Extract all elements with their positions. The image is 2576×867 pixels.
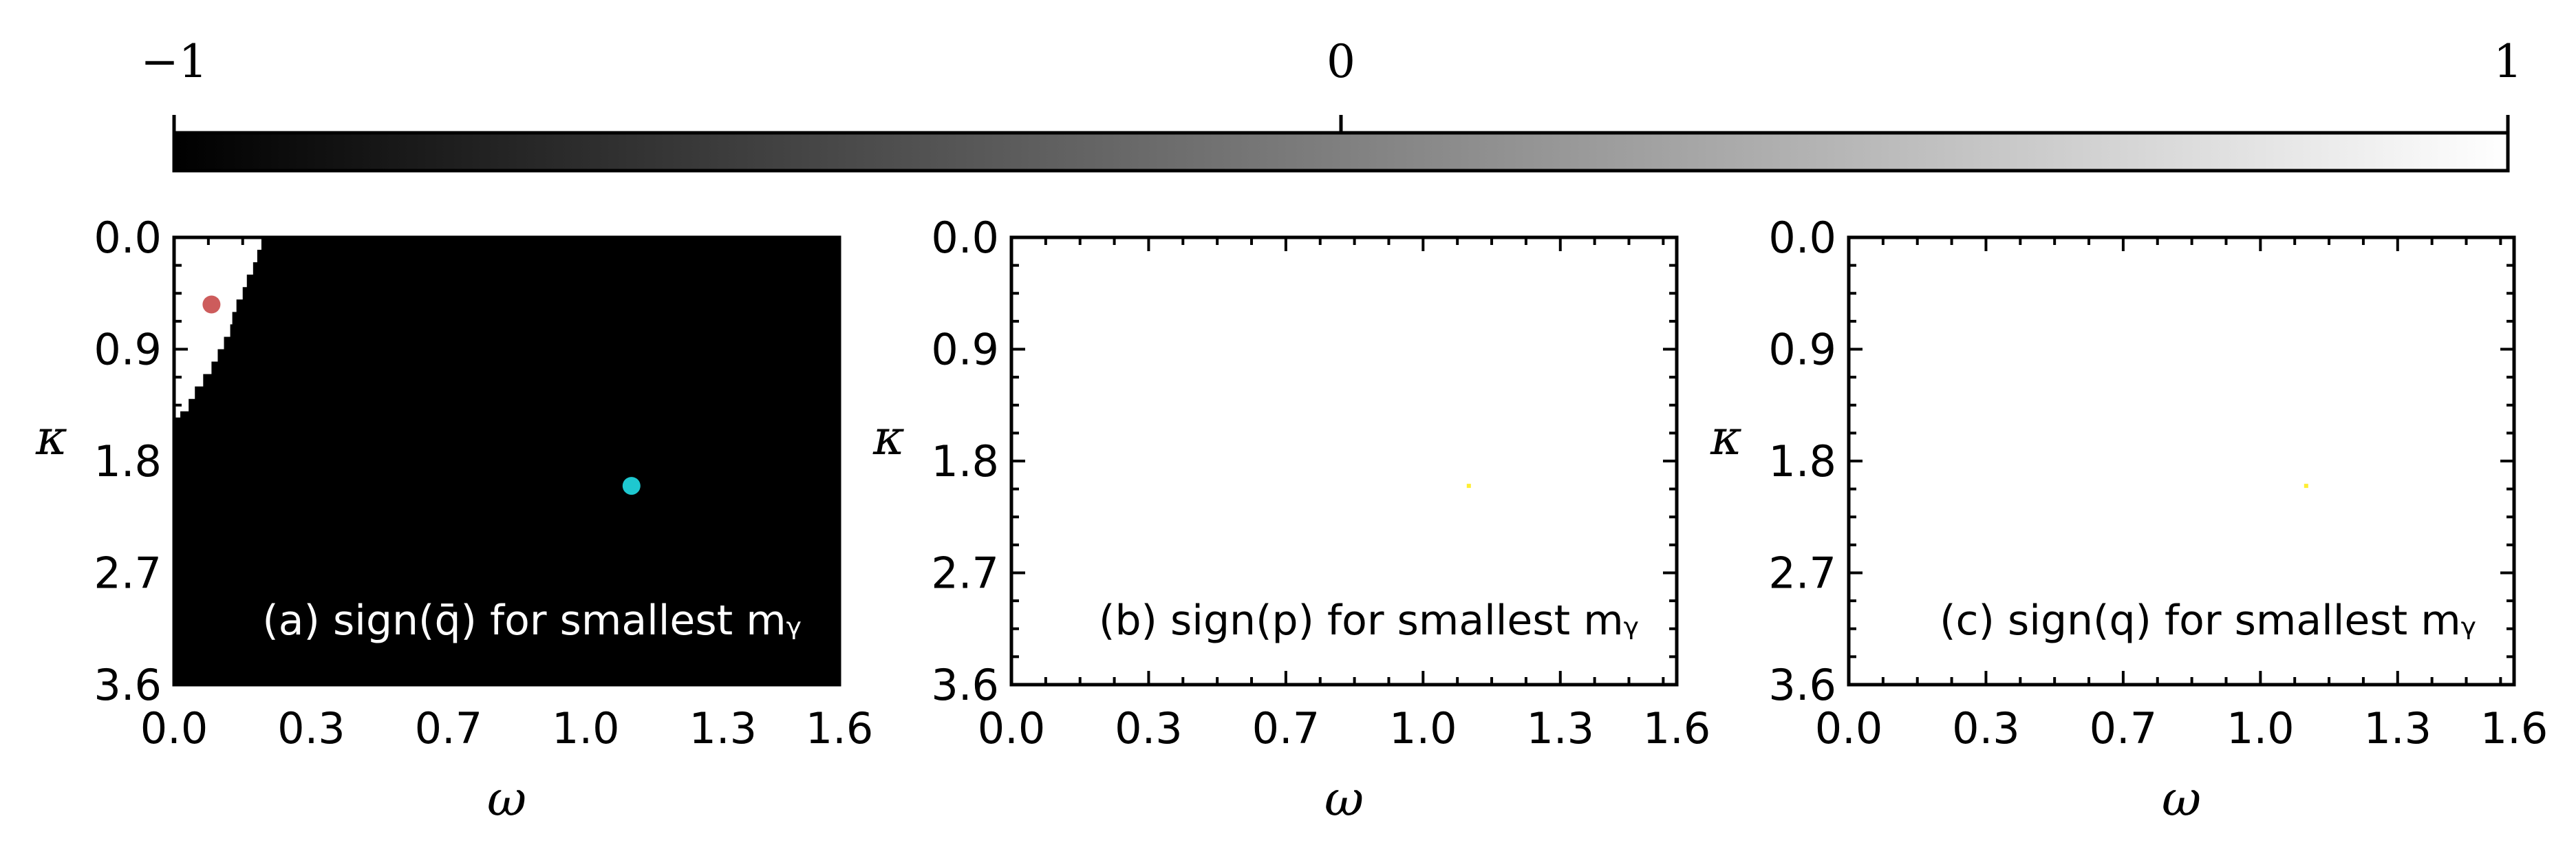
x-tick-label: 1.3	[1526, 703, 1594, 753]
panel-label: (a) sign(q̄) for smallest mᵧ	[262, 597, 802, 645]
y-tick-label: 3.6	[94, 660, 162, 710]
y-tick-label: 0.0	[931, 213, 999, 263]
y-tick-label: 0.9	[931, 325, 999, 375]
x-axis-label: ω	[2162, 771, 2201, 827]
x-tick-label: 0.0	[978, 703, 1046, 753]
x-tick-label: 0.7	[415, 703, 483, 753]
x-tick-label: 0.3	[1952, 703, 2020, 753]
y-tick-label: 3.6	[931, 660, 999, 710]
panel-label: (b) sign(p) for smallest mᵧ	[1099, 597, 1639, 645]
data-point-marker	[2304, 484, 2308, 489]
colorbar	[174, 133, 2508, 171]
panel-b: 0.0 0.3 0.7 1.0 1.3 1.6 0.0 0.9 1.8 2.7 3.6 ω κ (b) s…	[872, 213, 1710, 827]
x-tick-label: 1.3	[689, 703, 757, 753]
x-axis-label: ω	[487, 771, 526, 827]
colorbar-tick-label: −1	[140, 35, 207, 88]
x-tick-label: 1.0	[552, 703, 620, 753]
x-tick-label: 1.0	[1389, 703, 1457, 753]
heatmap-background	[174, 237, 839, 685]
y-tick-label: 2.7	[1768, 548, 1836, 599]
y-tick-label: 2.7	[94, 548, 162, 599]
x-axis-label: ω	[1324, 771, 1364, 827]
y-axis-label: κ	[35, 409, 67, 466]
y-axis-label: κ	[1710, 409, 1742, 466]
x-tick-label: 1.3	[2363, 703, 2432, 753]
data-point-marker	[622, 477, 641, 495]
y-tick-label: 1.8	[94, 436, 162, 486]
heatmap-positive-region	[174, 237, 261, 418]
panel-label: (c) sign(q) for smallest mᵧ	[1940, 597, 2476, 645]
y-tick-label: 0.9	[94, 325, 162, 375]
y-tick-label: 0.0	[1768, 213, 1836, 263]
panel-c: 0.0 0.3 0.7 1.0 1.3 1.6 0.0 0.9 1.8 2.7 3.6 ω κ (c) s…	[1710, 213, 2548, 827]
x-tick-label: 0.7	[1252, 703, 1320, 753]
heatmap-background	[1011, 237, 1677, 685]
data-point-marker	[202, 295, 221, 314]
colorbar-tick-label: 0	[1327, 35, 1355, 88]
x-tick-label: 0.7	[2090, 703, 2158, 753]
x-tick-label: 0.3	[1115, 703, 1183, 753]
x-tick-label: 0.0	[140, 703, 208, 753]
panel-a: 0.0 0.3 0.7 1.0 1.3 1.6 0.0 0.9 1.8 2.7 3.6 ω κ (a) s…	[35, 213, 873, 827]
colorbar-tick-label: 1	[2493, 35, 2522, 88]
y-tick-label: 3.6	[1768, 660, 1836, 710]
data-point-marker	[1466, 484, 1471, 489]
x-tick-label: 0.3	[277, 703, 345, 753]
y-tick-label: 1.8	[1768, 436, 1836, 486]
y-tick-label: 0.0	[94, 213, 162, 263]
x-tick-label: 1.6	[1643, 703, 1711, 753]
y-axis-label: κ	[872, 409, 905, 466]
heatmap-background	[1849, 237, 2514, 685]
x-tick-label: 1.6	[806, 703, 874, 753]
y-tick-label: 0.9	[1768, 325, 1836, 375]
x-tick-label: 0.0	[1815, 703, 1883, 753]
y-tick-label: 2.7	[931, 548, 999, 599]
y-tick-label: 1.8	[931, 436, 999, 486]
x-tick-label: 1.6	[2480, 703, 2548, 753]
x-tick-label: 1.0	[2226, 703, 2295, 753]
